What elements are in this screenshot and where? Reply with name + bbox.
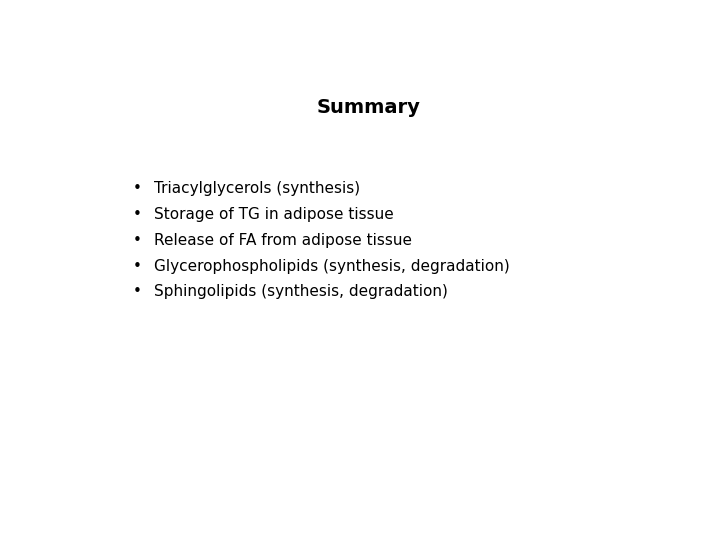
Text: Sphingolipids (synthesis, degradation): Sphingolipids (synthesis, degradation)	[154, 285, 448, 299]
Text: Triacylglycerols (synthesis): Triacylglycerols (synthesis)	[154, 181, 360, 196]
Text: Summary: Summary	[317, 98, 421, 117]
Text: Storage of TG in adipose tissue: Storage of TG in adipose tissue	[154, 207, 394, 222]
Text: Glycerophospholipids (synthesis, degradation): Glycerophospholipids (synthesis, degrada…	[154, 259, 510, 274]
Text: •: •	[133, 233, 142, 248]
Text: •: •	[133, 181, 142, 196]
Text: •: •	[133, 285, 142, 299]
Text: •: •	[133, 259, 142, 274]
Text: •: •	[133, 207, 142, 222]
Text: Release of FA from adipose tissue: Release of FA from adipose tissue	[154, 233, 412, 248]
